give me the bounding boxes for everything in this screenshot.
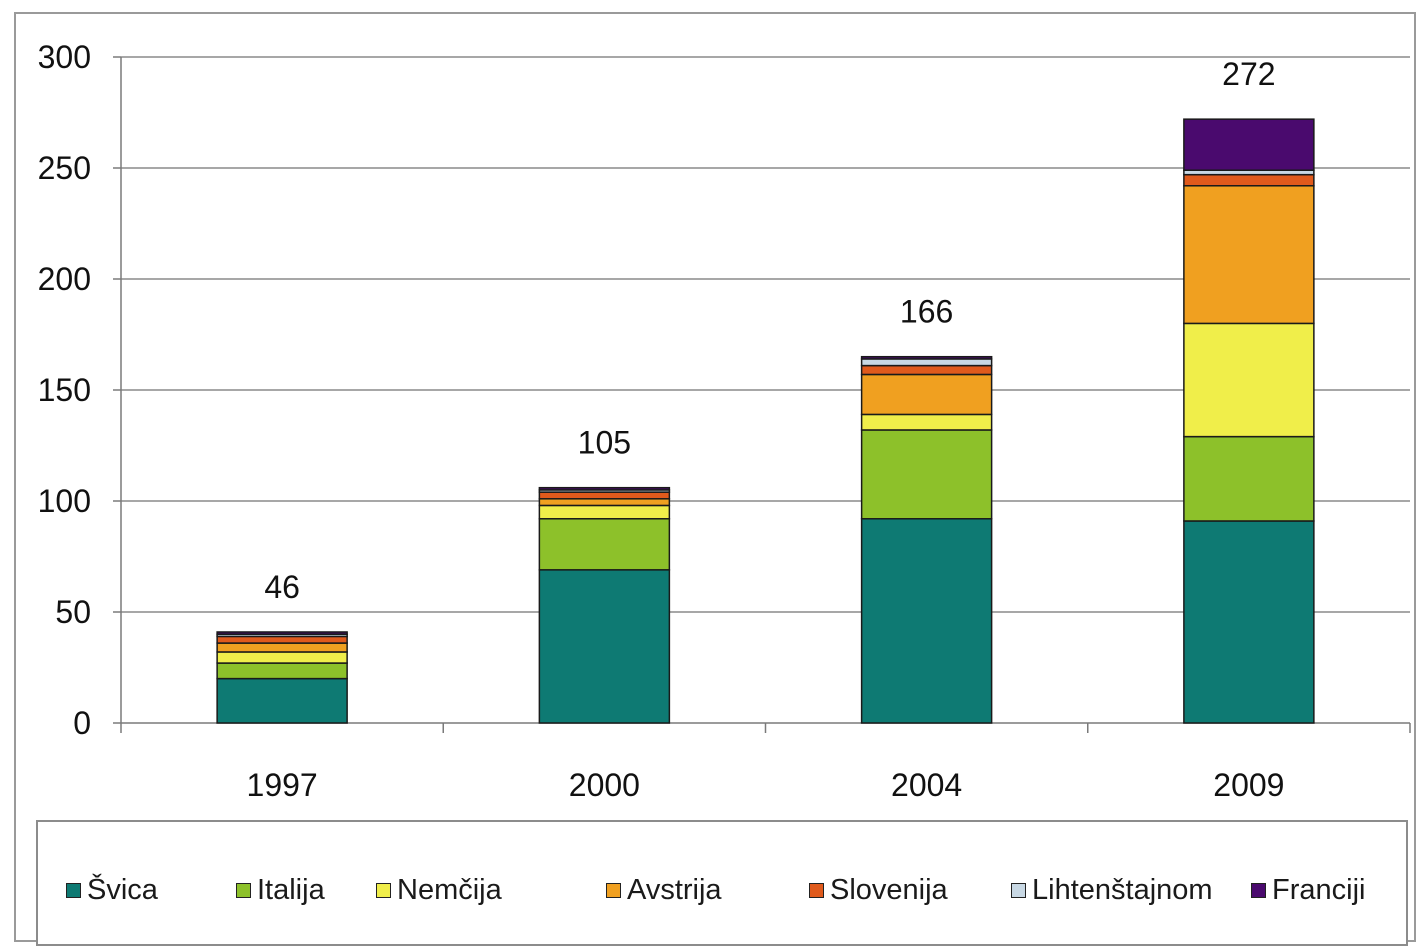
legend-label: Nemčija xyxy=(397,873,502,906)
y-tick-label: 50 xyxy=(55,594,91,630)
legend-label: Italija xyxy=(257,873,325,906)
bar-segment xyxy=(216,631,348,635)
bar-segment xyxy=(860,413,993,431)
legend-swatch xyxy=(606,882,621,898)
bar-segment xyxy=(1183,185,1315,325)
legend-swatch xyxy=(1011,882,1026,898)
bar-segment xyxy=(860,373,993,416)
bar-segment xyxy=(1183,173,1315,187)
bar-segment xyxy=(860,518,993,724)
x-tick-label: 2004 xyxy=(891,767,962,803)
legend-swatch xyxy=(236,882,251,898)
bar-segment xyxy=(538,498,671,507)
bar-segment xyxy=(1183,435,1315,522)
bar-segment xyxy=(216,651,348,664)
bar-segment xyxy=(1183,118,1315,171)
bar-segment xyxy=(216,662,348,680)
bar-total-label: 46 xyxy=(264,569,300,605)
bar-segment xyxy=(538,518,671,571)
legend-swatch xyxy=(809,882,824,898)
legend-item: Nemčija xyxy=(376,873,502,906)
bar-segment xyxy=(538,569,671,724)
bars xyxy=(216,118,1315,724)
legend-label: Slovenija xyxy=(830,873,948,906)
legend-item: Švica xyxy=(66,873,158,906)
y-tick-label: 0 xyxy=(73,705,91,741)
bar-segment xyxy=(860,355,993,360)
y-tick-label: 150 xyxy=(38,372,91,408)
bar-segment xyxy=(538,491,671,500)
legend-swatch xyxy=(66,882,81,898)
x-tick-label: 1997 xyxy=(247,767,318,803)
legend-swatch xyxy=(1251,882,1266,898)
legend-label: Lihtenštajnom xyxy=(1032,873,1213,906)
bar-segment xyxy=(216,642,348,653)
labels: 0 50 100 150 200 250 300 46 1997 105 2000 166 2004 27… xyxy=(38,39,1285,803)
legend-item: Lihtenštajnom xyxy=(1011,873,1213,906)
y-tick-label: 100 xyxy=(38,483,91,519)
bar-segment xyxy=(1183,520,1315,724)
chart-frame xyxy=(14,12,1416,942)
bar-segment xyxy=(538,504,671,520)
bar-total-label: 166 xyxy=(900,294,953,330)
x-tick-label: 2009 xyxy=(1213,767,1284,803)
bar-segment xyxy=(538,486,671,491)
bar-segment xyxy=(216,635,348,644)
bar-total-label: 272 xyxy=(1222,56,1275,92)
y-tick-label: 250 xyxy=(38,150,91,186)
legend-item: Avstrija xyxy=(606,873,722,906)
bar-segment xyxy=(1183,322,1315,438)
x-tick-label: 2000 xyxy=(569,767,640,803)
legend-label: Švica xyxy=(87,873,158,906)
legend-item: Italija xyxy=(236,873,325,906)
bar-segment xyxy=(216,677,348,724)
legend-item: Franciji xyxy=(1251,873,1366,906)
bar-total-label: 105 xyxy=(578,425,631,461)
stacked-bar-chart: 0 50 100 150 200 250 300 46 1997 105 2000 166 2004 27… xyxy=(38,39,1411,803)
legend-item: Slovenija xyxy=(809,873,948,906)
bar-segment xyxy=(860,358,993,367)
legend: Švica Italija Nemčija Avstrija Slovenija Liht… xyxy=(36,820,1408,946)
bar-segment xyxy=(860,429,993,520)
legend-swatch xyxy=(376,882,391,898)
legend-label: Avstrija xyxy=(627,873,722,906)
y-tick-label: 300 xyxy=(38,39,91,75)
legend-label: Franciji xyxy=(1272,873,1366,906)
bar-segment xyxy=(860,364,993,376)
y-tick-label: 200 xyxy=(38,261,91,297)
